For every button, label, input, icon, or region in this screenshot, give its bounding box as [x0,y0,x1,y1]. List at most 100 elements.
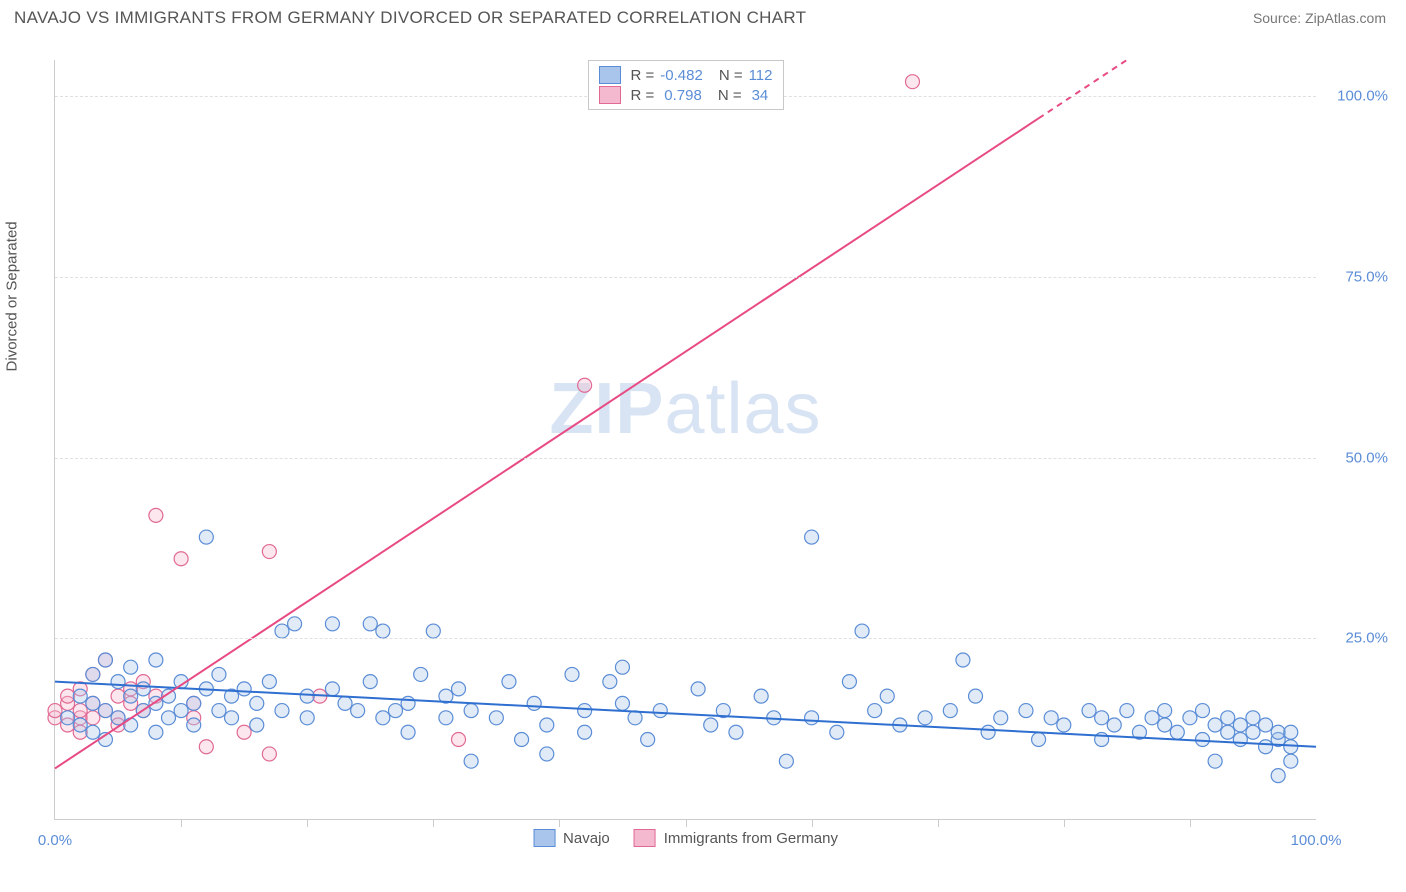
data-point [805,711,819,725]
data-point [628,711,642,725]
data-point [288,617,302,631]
grid-line [55,458,1316,459]
data-point [464,704,478,718]
data-point [1196,732,1210,746]
data-point [754,689,768,703]
grid-line [55,638,1316,639]
data-point [578,704,592,718]
data-point [704,718,718,732]
chart-source: Source: ZipAtlas.com [1253,10,1386,26]
data-point [1246,711,1260,725]
trend-line [55,118,1039,768]
data-point [515,732,529,746]
data-point [414,667,428,681]
data-point [86,667,100,681]
data-point [1120,704,1134,718]
r-label: R = [631,67,655,84]
data-point [729,725,743,739]
n-value-navajo: 112 [749,67,773,84]
data-point [262,675,276,689]
data-point [149,508,163,522]
data-point [615,696,629,710]
data-point [73,718,87,732]
data-point [61,689,75,703]
data-point [124,689,138,703]
data-point [905,75,919,89]
r-value-navajo: -0.482 [660,67,703,84]
data-point [842,675,856,689]
data-point [73,704,87,718]
data-point [199,530,213,544]
chart-container: Divorced or Separated ZIPatlas R = -0.48… [46,38,1386,838]
data-point [489,711,503,725]
data-point [603,675,617,689]
data-point [237,682,251,696]
data-point [1107,718,1121,732]
data-point [1221,725,1235,739]
x-tick [559,819,560,827]
data-point [351,704,365,718]
data-point [1233,718,1247,732]
data-point [880,689,894,703]
legend-swatch-navajo [599,66,621,84]
data-point [1082,704,1096,718]
data-point [1196,704,1210,718]
data-point [615,660,629,674]
data-point [1271,769,1285,783]
data-point [969,689,983,703]
x-tick [812,819,813,827]
data-point [1032,732,1046,746]
data-point [212,704,226,718]
data-point [918,711,932,725]
data-point [1259,718,1273,732]
data-point [401,696,415,710]
data-point [830,725,844,739]
data-point [1284,754,1298,768]
data-point [111,689,125,703]
x-tick [1190,819,1191,827]
data-point [1044,711,1058,725]
data-point [363,675,377,689]
data-point [149,653,163,667]
data-point [174,552,188,566]
data-point [805,530,819,544]
data-point [1095,711,1109,725]
data-point [653,704,667,718]
data-point [1259,740,1273,754]
data-point [855,624,869,638]
legend-item-navajo: Navajo [533,829,610,847]
data-point [1271,725,1285,739]
data-point [540,718,554,732]
data-point [1170,725,1184,739]
data-point [1183,711,1197,725]
y-tick-label: 100.0% [1337,88,1388,105]
data-point [187,718,201,732]
trend-line-dashed [1039,60,1127,118]
x-tick [938,819,939,827]
data-point [527,696,541,710]
data-point [641,732,655,746]
data-point [565,667,579,681]
x-tick [307,819,308,827]
data-point [956,653,970,667]
data-point [578,378,592,392]
data-point [86,711,100,725]
y-tick-label: 25.0% [1345,630,1388,647]
data-point [502,675,516,689]
data-point [452,682,466,696]
legend-row-navajo: R = -0.482 N = 112 [599,65,773,85]
x-tick [433,819,434,827]
legend-label-navajo: Navajo [563,830,610,847]
data-point [1221,711,1235,725]
data-point [426,624,440,638]
data-point [149,725,163,739]
data-point [187,696,201,710]
y-tick-label: 75.0% [1345,268,1388,285]
data-point [98,653,112,667]
data-point [363,617,377,631]
data-point [691,682,705,696]
x-tick-label: 100.0% [1291,832,1342,849]
y-axis-label: Divorced or Separated [4,221,21,371]
data-point [388,704,402,718]
data-point [61,711,75,725]
